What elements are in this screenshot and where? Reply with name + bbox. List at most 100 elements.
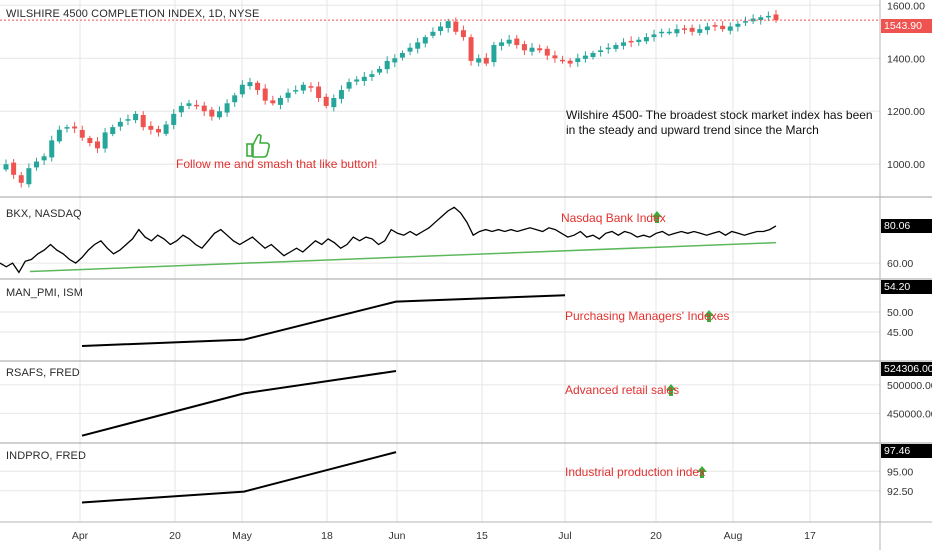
candle-body — [476, 58, 482, 63]
candle-body — [392, 58, 398, 63]
x-tick-label: 20 — [650, 530, 662, 542]
candle-body — [422, 37, 428, 44]
bkx-panel-title: BKX, NASDAQ — [6, 208, 82, 220]
candle-body — [308, 86, 314, 88]
candle-body — [56, 129, 62, 142]
candle-body — [643, 37, 649, 42]
candle-body — [415, 42, 421, 49]
candle-body — [697, 29, 703, 33]
candle-body — [499, 42, 505, 46]
candle-body — [232, 95, 238, 103]
retail-panel-title: RSAFS, FRED — [6, 367, 80, 379]
y-tick-label: 450000.00 — [887, 408, 932, 420]
candle-body — [468, 37, 474, 61]
pmi-series-line — [81, 294, 566, 347]
retail-last-value-tag: 524306.00 — [881, 362, 932, 376]
bkx-trend-line — [29, 241, 777, 273]
candle-body — [194, 104, 200, 107]
candle-body — [651, 34, 657, 38]
candle-body — [674, 29, 680, 34]
candle-body — [346, 82, 352, 89]
candle-body — [247, 82, 253, 87]
main-last-price-tag: 1543.90 — [881, 19, 932, 33]
candle-body — [445, 21, 451, 28]
indpro-last-value-tag: 97.46 — [881, 444, 932, 458]
candle-body — [178, 105, 184, 113]
retail-up-arrow-icon — [666, 384, 676, 396]
candle-body — [666, 31, 672, 34]
main-panel-title: WILSHIRE 4500 COMPLETION INDEX, 1D, NYSE — [6, 8, 260, 20]
candle-body — [361, 76, 367, 82]
like-note: Follow me and smash that like button! — [176, 157, 378, 171]
candle-body — [460, 30, 466, 38]
candle-body — [155, 128, 161, 133]
x-tick-label: 15 — [476, 530, 488, 542]
bkx-last-value-tag: 80.06 — [881, 219, 932, 233]
x-tick-label: 20 — [169, 530, 181, 542]
candle-body — [94, 141, 100, 149]
thumbs-up-icon — [246, 133, 271, 158]
candle-body — [453, 21, 459, 32]
candle-body — [49, 140, 55, 158]
candle-body — [171, 113, 177, 125]
candle-body — [621, 42, 627, 46]
y-tick-label: 60.00 — [887, 258, 913, 270]
candle-body — [72, 126, 78, 129]
candle-body — [277, 98, 283, 105]
y-tick-label: 500000.00 — [887, 380, 932, 392]
pmi-panel-title: MAN_PMI, ISM — [6, 287, 83, 299]
pmi-last-value-tag: 54.20 — [881, 280, 932, 294]
y-tick-label: 1600.00 — [887, 0, 925, 12]
candle-body — [133, 113, 139, 121]
candle-body — [148, 125, 154, 130]
candle-body — [377, 68, 383, 73]
bkx-note: Nasdaq Bank Index — [561, 211, 666, 225]
indpro-panel-title: INDPRO, FRED — [6, 450, 87, 462]
bkx-series-line — [0, 206, 777, 274]
candle-body — [765, 15, 771, 18]
candle-body — [338, 90, 344, 99]
pmi-up-arrow-icon — [704, 310, 714, 322]
candle-body — [582, 55, 588, 59]
x-tick-label: 18 — [321, 530, 333, 542]
candle-body — [87, 137, 93, 144]
candle-body — [399, 52, 405, 58]
x-tick-label: Jul — [558, 530, 571, 542]
candle-body — [521, 44, 527, 51]
candle-body — [293, 90, 299, 92]
candle-body — [704, 26, 710, 31]
candle-body — [560, 59, 566, 62]
retail-note: Advanced retail sales — [565, 383, 680, 397]
candle-body — [575, 58, 581, 63]
candle-body — [209, 109, 215, 117]
candle-body — [140, 115, 146, 128]
candle-body — [491, 45, 497, 63]
indpro-series-line — [81, 451, 397, 504]
candle-body — [552, 55, 558, 59]
y-tick-label: 1400.00 — [887, 53, 925, 65]
candle-body — [186, 103, 192, 106]
indpro-up-arrow-icon — [697, 466, 707, 478]
pmi-note: Purchasing Managers' Indexes — [565, 309, 730, 323]
indpro-note: Industrial production index — [565, 465, 706, 479]
candle-body — [598, 50, 604, 53]
candle-body — [110, 127, 116, 134]
x-tick-label: May — [232, 530, 253, 542]
candle-body — [216, 111, 222, 118]
candle-body — [163, 124, 169, 134]
candle-body — [316, 86, 322, 98]
candle-body — [758, 17, 764, 21]
candle-body — [430, 31, 436, 36]
candle-body — [354, 79, 360, 82]
candle-body — [41, 156, 47, 161]
candle-body — [613, 45, 619, 49]
candle-body — [514, 38, 520, 46]
x-tick-label: Apr — [72, 530, 89, 542]
candle-body — [682, 28, 688, 30]
candle-body — [18, 175, 24, 183]
candle-body — [369, 74, 375, 77]
candle-body — [567, 60, 573, 64]
candle-body — [537, 48, 543, 51]
candle-body — [102, 132, 108, 149]
